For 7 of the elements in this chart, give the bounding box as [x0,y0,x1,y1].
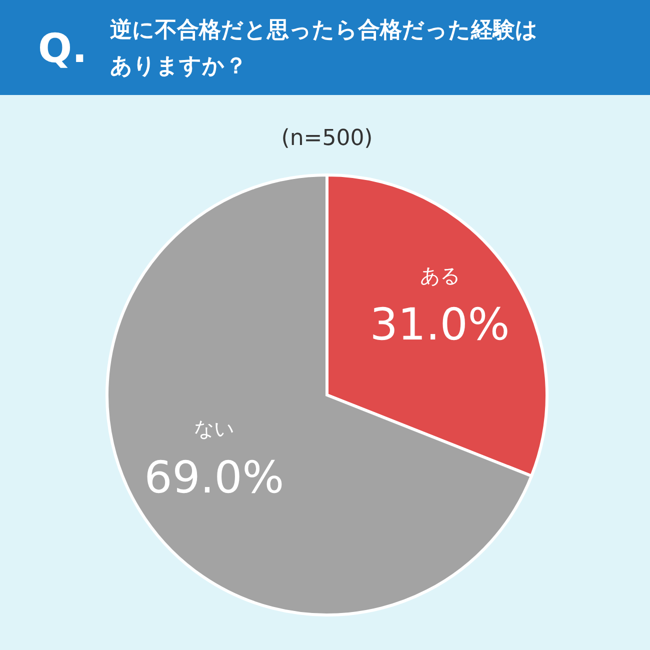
data-label: 69.0% [144,452,284,504]
slice-label: ない [194,416,234,441]
slice-label: ある [420,263,460,288]
chart-subtitle: (n=500) [281,126,373,151]
chart-title: 逆に不合格だと思ったら合格だった経験はありますか？ [110,18,538,79]
data-label: 31.0% [370,299,510,350]
text: Q. [38,26,88,72]
